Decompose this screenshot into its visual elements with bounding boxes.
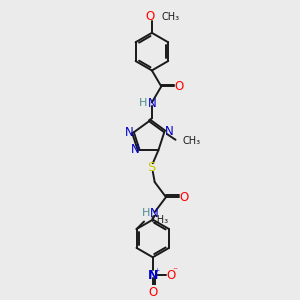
- Text: ⁻: ⁻: [172, 266, 177, 276]
- Text: N: N: [148, 97, 156, 110]
- Text: O: O: [179, 190, 188, 204]
- Text: ⁺: ⁺: [154, 268, 159, 278]
- Text: N: N: [150, 207, 159, 220]
- Text: S: S: [147, 161, 155, 175]
- Text: O: O: [166, 268, 175, 282]
- Text: CH₃: CH₃: [161, 12, 179, 22]
- Text: H: H: [142, 208, 150, 218]
- Text: O: O: [148, 286, 158, 298]
- Text: O: O: [146, 11, 154, 23]
- Text: N: N: [165, 125, 173, 138]
- Text: H: H: [139, 98, 147, 108]
- Text: CH₃: CH₃: [182, 136, 200, 146]
- Text: N: N: [125, 126, 134, 139]
- Text: N: N: [148, 268, 158, 282]
- Text: N: N: [130, 143, 139, 156]
- Text: O: O: [175, 80, 184, 93]
- Text: CH₃: CH₃: [151, 215, 169, 225]
